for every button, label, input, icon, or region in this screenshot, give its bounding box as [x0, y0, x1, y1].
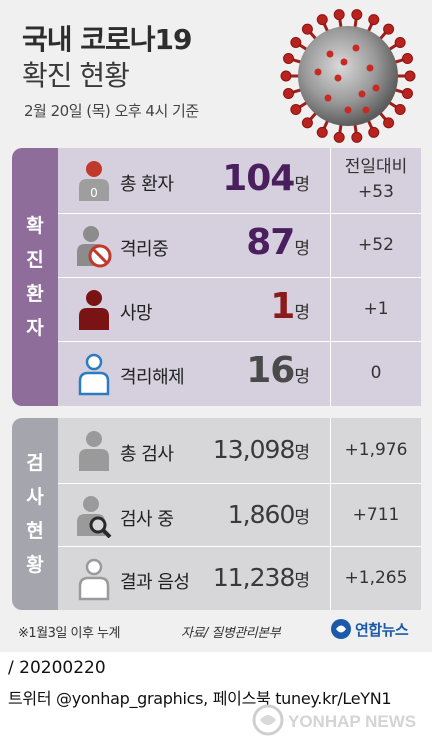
total-tests-number: 13,098 [212, 435, 295, 464]
confirmed-label-char: 진 [26, 249, 44, 271]
testing-label-char: 현 [26, 520, 44, 542]
isolated-delta: +52 [358, 235, 394, 255]
infographic-panel: 국내 코로나19 확진 현황 2월 20일 (목) 오후 4시 기준 확 진 환… [0, 0, 432, 652]
total-patients-delta: +53 [358, 182, 394, 202]
cumulative-footnote: ※1월3일 이후 누계 [18, 626, 120, 641]
confirmed-label-char: 확 [26, 215, 44, 237]
negative-value: 11,238명 [212, 563, 310, 592]
released-row: 격리해제 16명 0 [58, 342, 421, 406]
social-links: 트위터 @yonhap_graphics, 페이스북 tuney.kr/LeYN… [8, 689, 392, 708]
person-outline-blue-icon [78, 353, 110, 396]
testing-label-char: 황 [26, 554, 44, 576]
testing-row: 검사 중 1,860명 +711 [58, 484, 421, 547]
yonhap-logo-icon [331, 619, 351, 639]
watermark-text: YONHAP NEWS [288, 712, 416, 731]
testing-label-char: 검 [26, 452, 44, 474]
person-prohibited-icon [77, 226, 112, 268]
confirmed-section: 0 총 환자 104명 전일대비 +53 격리중 87명 +52 [58, 148, 421, 406]
testing-section: 총 검사 13,098명 +1,976 검사 중 1,860명 +711 [58, 418, 421, 610]
testing-section-label: 검 사 현 황 [12, 418, 58, 610]
svg-text:0: 0 [90, 186, 98, 200]
released-label: 격리해제 [120, 367, 185, 388]
person-outline-gray-icon [78, 558, 110, 601]
isolated-label: 격리중 [120, 239, 169, 260]
total-patients-number: 104 [222, 158, 295, 199]
total-tests-value: 13,098명 [212, 435, 310, 464]
deaths-row: 사망 1명 +1 [58, 278, 421, 342]
isolated-value: 87명 [246, 222, 310, 263]
confirmed-label-char: 자 [26, 317, 44, 339]
total-tests-row: 총 검사 13,098명 +1,976 [58, 418, 421, 484]
logo-text: 연합뉴스 [355, 620, 409, 639]
unit-label: 명 [294, 175, 310, 195]
source-credit: 자료/ 질병관리본부 [181, 626, 281, 641]
negative-delta: +1,265 [344, 568, 408, 588]
isolated-row: 격리중 87명 +52 [58, 214, 421, 278]
total-patients-value: 104명 [222, 158, 310, 199]
unit-label: 명 [294, 508, 310, 528]
total-patients-row: 0 총 환자 104명 전일대비 +53 [58, 148, 421, 214]
testing-delta: +711 [352, 505, 400, 525]
unit-label: 명 [294, 303, 310, 323]
person-dark-red-icon [79, 290, 109, 330]
yonhap-logo: 연합뉴스 [330, 618, 409, 640]
title-line1: 국내 코로나19 [22, 23, 193, 56]
title-line2: 확진 현황 [22, 59, 130, 92]
total-tests-label: 총 검사 [120, 444, 174, 465]
person-red-head-icon: 0 [79, 161, 109, 201]
total-patients-label: 총 환자 [120, 174, 174, 195]
released-delta: 0 [370, 363, 382, 383]
testing-number: 1,860 [227, 500, 296, 529]
confirmed-section-label: 확 진 환 자 [12, 148, 58, 406]
released-number: 16 [246, 350, 295, 391]
total-tests-delta: +1,976 [344, 440, 408, 460]
yonhap-news-watermark: YONHAP NEWS [252, 704, 416, 736]
person-gray-icon [79, 431, 109, 471]
person-magnifier-icon [77, 496, 112, 538]
testing-label: 검사 중 [120, 509, 174, 530]
delta-header: 전일대비 [344, 157, 408, 177]
coronavirus-illustration [280, 9, 416, 143]
as-of-date: 2월 20일 (목) 오후 4시 기준 [24, 102, 199, 120]
negative-number: 11,238 [212, 563, 295, 592]
isolated-number: 87 [246, 222, 295, 263]
deaths-value: 1명 [270, 286, 310, 327]
column-divider [330, 418, 331, 610]
unit-label: 명 [294, 239, 310, 259]
deaths-delta: +1 [363, 299, 389, 319]
unit-label: 명 [294, 571, 310, 591]
confirmed-label-char: 환 [26, 283, 44, 305]
unit-label: 명 [294, 367, 310, 387]
testing-label-char: 사 [26, 486, 44, 508]
released-value: 16명 [246, 350, 310, 391]
unit-label: 명 [294, 443, 310, 463]
deaths-label: 사망 [120, 303, 153, 324]
testing-value: 1,860명 [227, 500, 310, 529]
negative-label: 결과 음성 [120, 572, 190, 593]
publish-date: / 20200220 [8, 658, 106, 678]
negative-row: 결과 음성 11,238명 +1,265 [58, 547, 421, 610]
deaths-number: 1 [270, 286, 295, 327]
